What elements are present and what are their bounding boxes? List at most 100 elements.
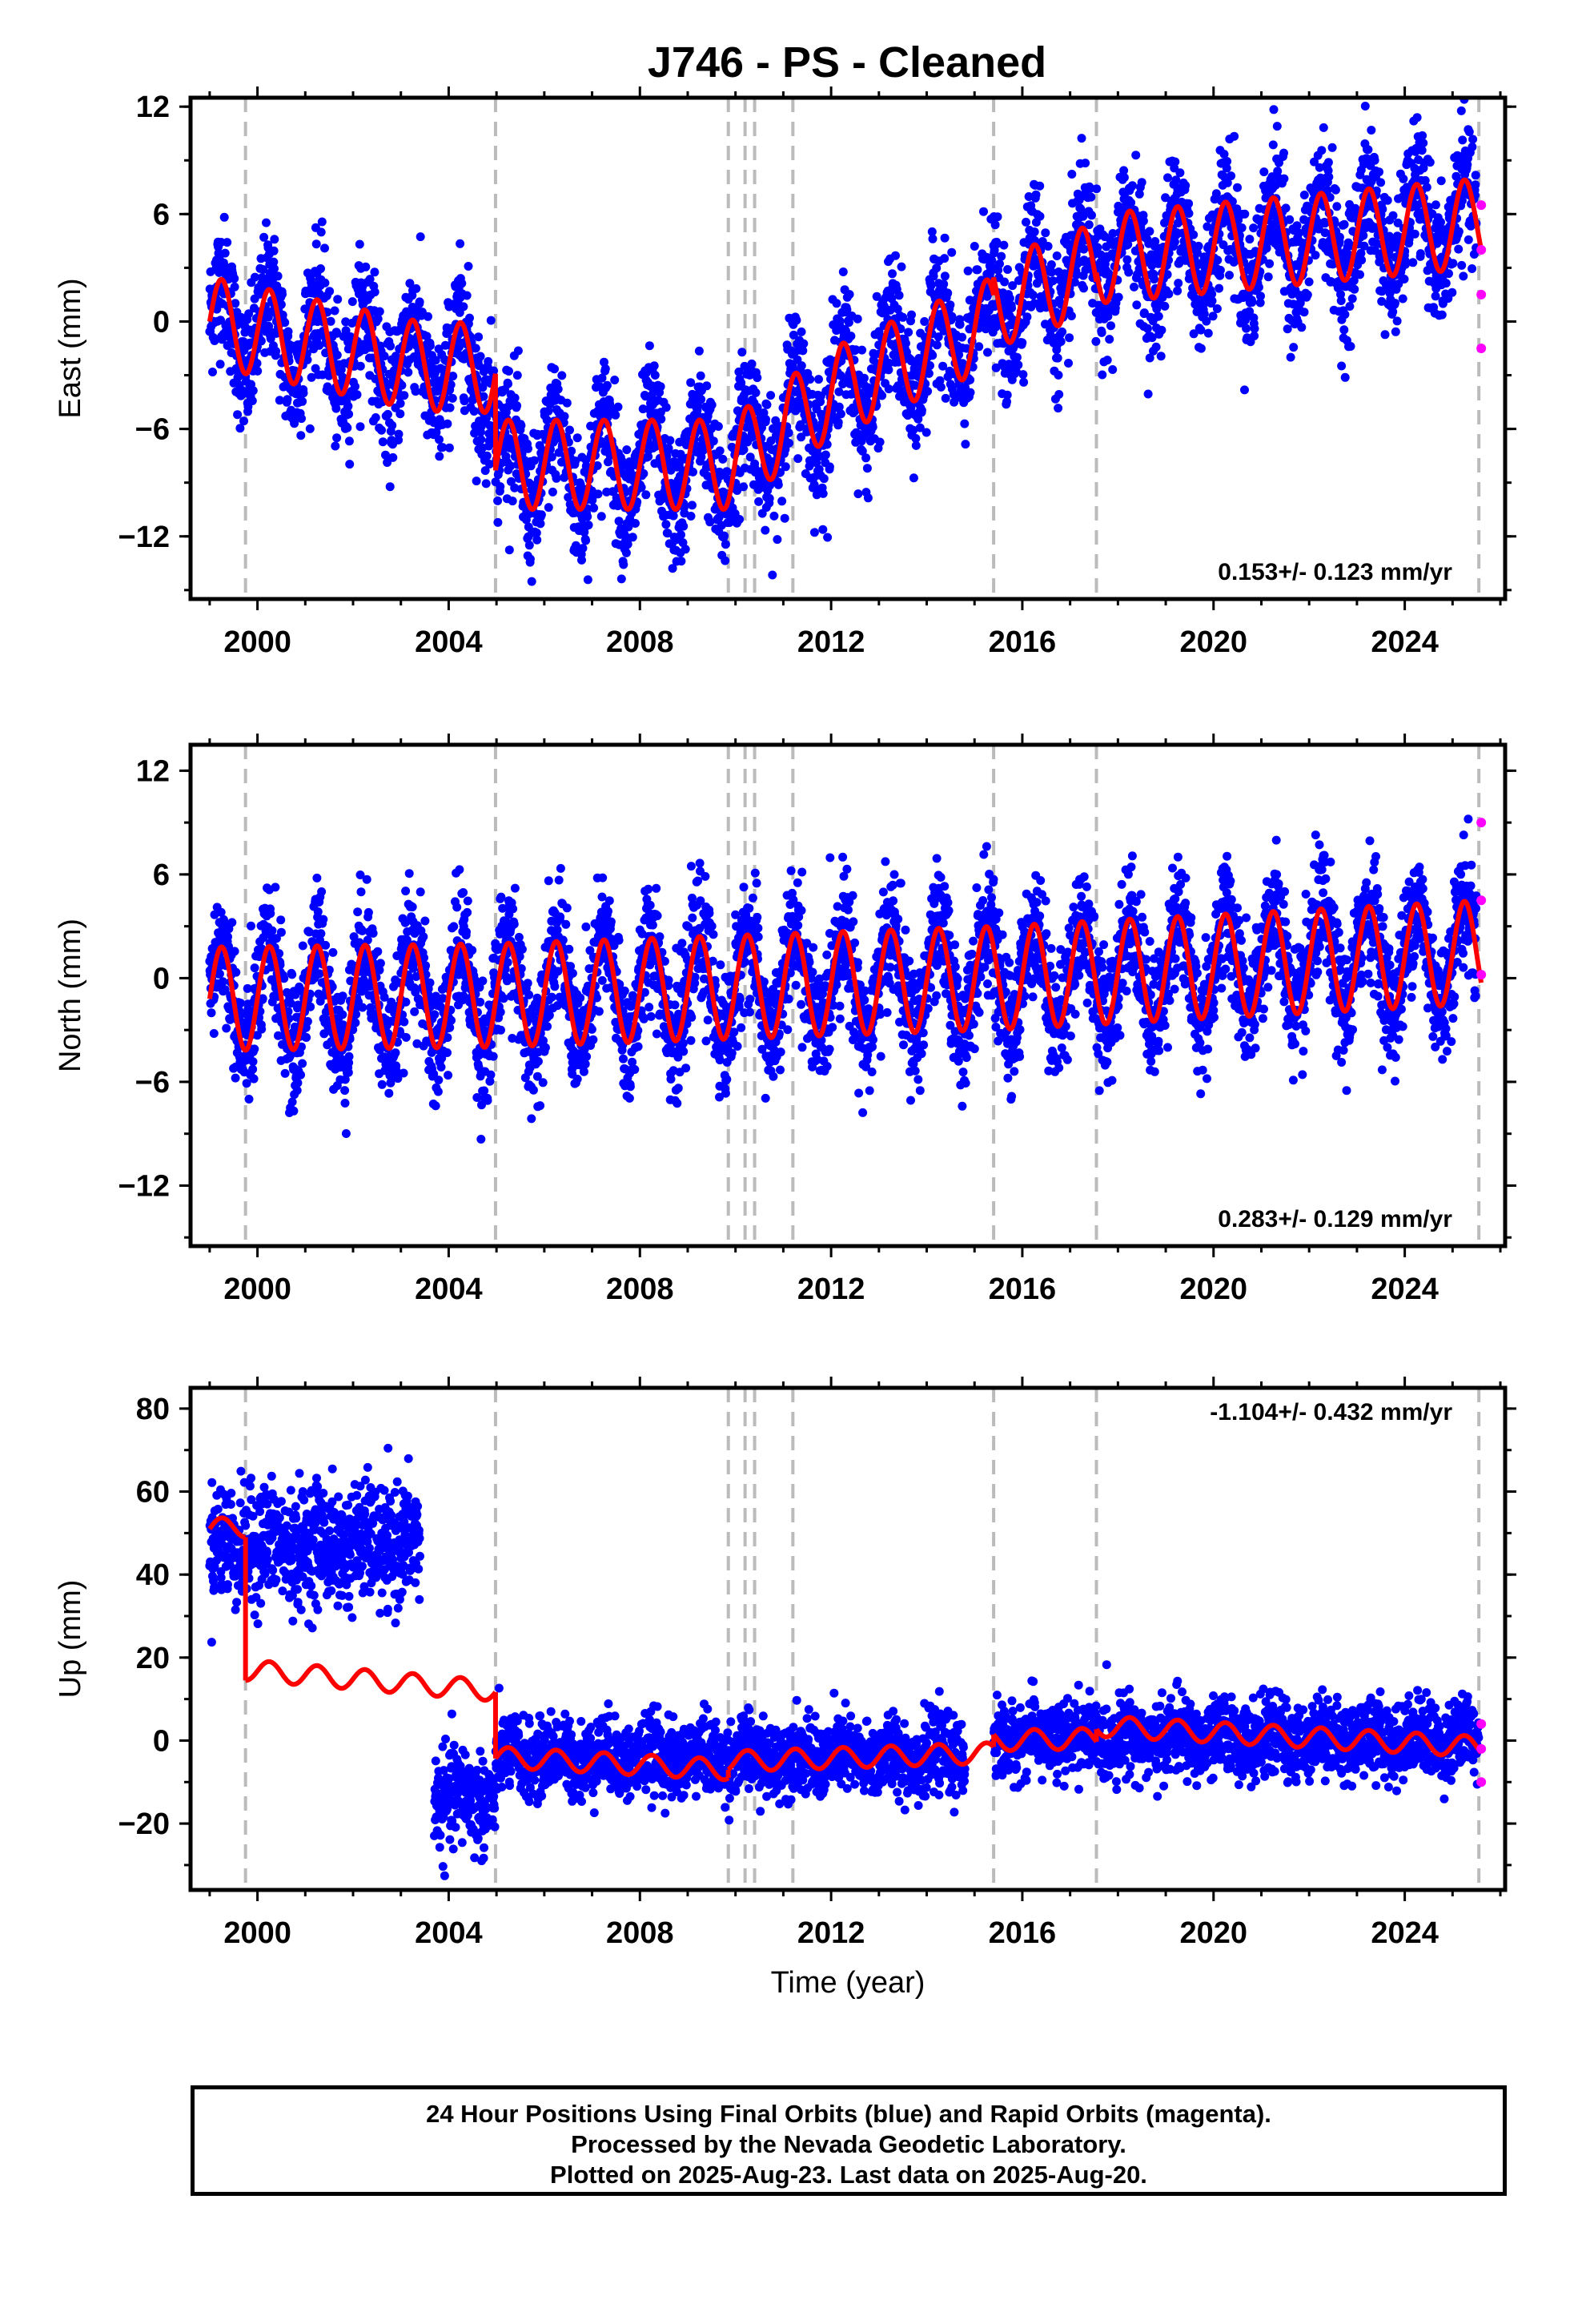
data-point [351,382,359,392]
data-point [485,460,494,468]
data-point [271,934,281,943]
data-point [735,515,745,524]
data-point [610,376,620,384]
data-point [773,535,782,545]
data-point [1054,404,1063,413]
data-point [1419,139,1428,148]
data-point [1332,202,1342,211]
data-point [448,372,458,381]
data-point [266,909,275,919]
data-point [344,409,354,419]
data-point [552,473,561,483]
data-point [1105,335,1114,344]
data-point [1400,259,1410,269]
data-point [279,974,289,983]
data-point [1286,352,1295,362]
data-point [1087,211,1096,220]
data-point [1130,282,1138,292]
data-point [1250,332,1259,340]
data-point [230,282,239,292]
data-point [462,291,472,300]
data-point [762,400,772,409]
data-point [252,359,262,368]
data-point [1240,385,1249,395]
data-point [1249,223,1259,233]
data-point [1184,209,1194,218]
data-point [622,445,632,455]
data-point [1079,244,1089,254]
data-point [688,501,697,510]
data-point [1391,299,1399,308]
data-point [628,533,637,542]
data-point [1171,175,1181,185]
data-point [231,299,240,308]
data-point [1170,157,1180,167]
data-point [1466,82,1475,90]
data-point [312,873,322,883]
data-point [1289,343,1299,352]
data-point [715,446,725,456]
data-point [1202,316,1211,326]
data-point [1035,211,1045,221]
data-point [208,368,217,376]
data-point [1398,294,1407,304]
data-point [862,464,872,473]
data-point [1375,167,1383,177]
data-point [344,436,354,446]
data-point [1058,327,1067,336]
data-point [1355,270,1364,279]
data-point [425,341,435,351]
data-point [884,365,893,375]
data-point [796,420,805,429]
data-point [275,949,284,959]
data-point [256,336,266,346]
data-point [371,413,380,422]
data-point [220,248,230,258]
data-point [821,450,830,460]
data-point [532,528,541,537]
data-point [983,348,992,357]
data-point [383,458,392,467]
data-point [1377,296,1387,306]
data-point [592,461,602,470]
data-point [1132,300,1142,310]
data-point [805,375,815,384]
data-point [1393,218,1403,227]
data-point [737,348,747,357]
data-point [581,536,591,545]
data-point [222,1023,231,1033]
data-point [954,350,964,360]
data-point [1410,229,1419,239]
data-point [510,393,520,403]
data-point [278,290,287,299]
data-point [926,281,936,291]
data-point [737,378,746,388]
data-point [223,238,232,247]
data-point [966,388,975,397]
data-point [966,375,975,384]
data-point [819,474,829,484]
data-point [278,310,287,320]
data-point [1346,342,1355,351]
data-point [276,915,286,925]
data-point [661,403,671,412]
data-point [230,274,239,283]
data-point [1392,316,1402,326]
data-point [298,941,307,951]
data-point [1194,241,1203,251]
data-point [244,309,254,319]
data-point [397,380,407,390]
data-point [330,306,339,316]
data-point [1431,200,1440,210]
data-point [318,370,327,380]
data-point [1054,370,1063,380]
data-point [577,555,586,565]
data-point [1464,235,1473,244]
data-point [1388,307,1398,316]
data-point [496,482,505,492]
data-point [1250,324,1259,333]
data-point [219,212,229,222]
data-point [298,396,307,406]
data-point [516,420,526,430]
data-point [486,316,496,325]
